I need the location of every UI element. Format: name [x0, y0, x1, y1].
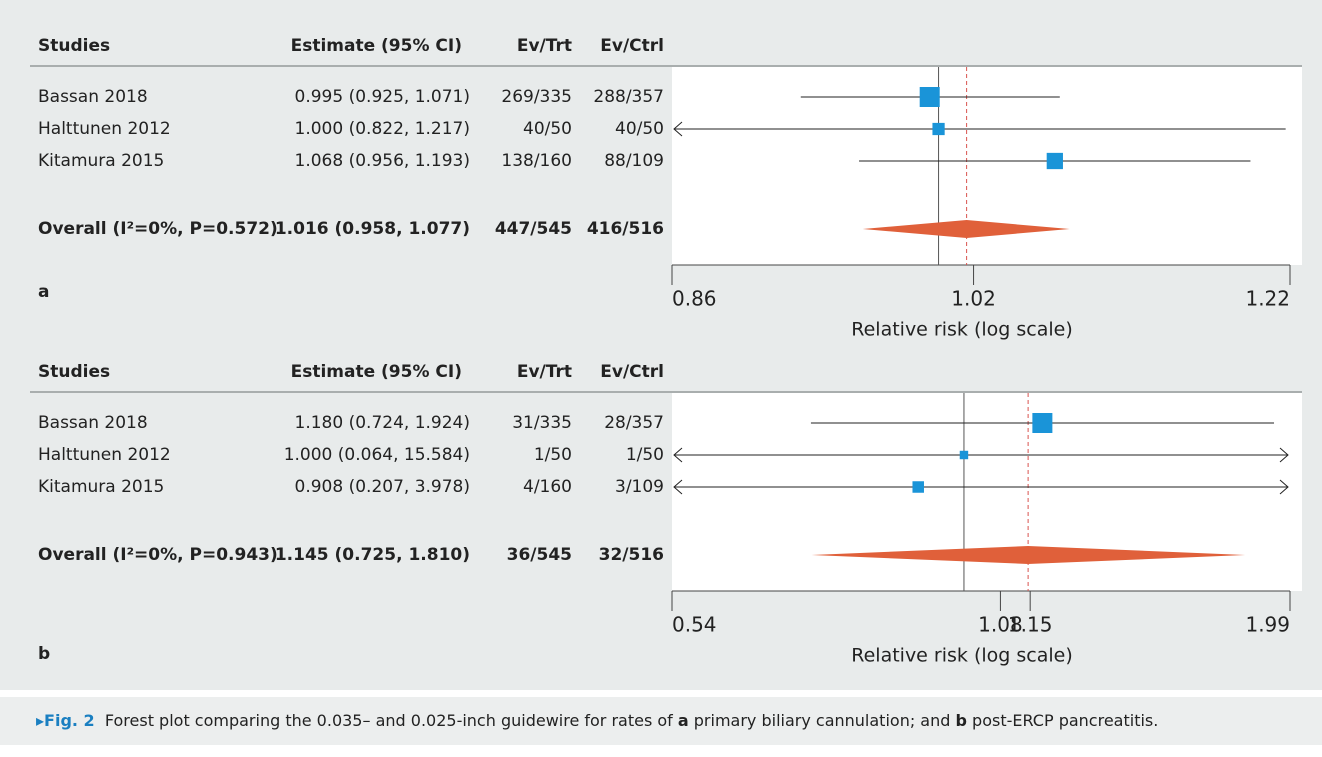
estimate-marker [1032, 413, 1053, 433]
column-header: Studies [38, 362, 110, 382]
caption-text: Fig. 2 [44, 711, 95, 730]
estimate-ci: 0.908 (0.207, 3.978) [295, 477, 470, 497]
figure: Studies Estimate (95% CI) Ev/Trt Ev/Ctrl a 0.… [0, 0, 1322, 690]
x-tick-label: 1.15 [1008, 613, 1053, 637]
ci-arrow [673, 121, 683, 137]
estimate-ci: 1.000 (0.822, 1.217) [295, 119, 470, 139]
x-tick-label: 1.08 [978, 613, 1023, 637]
study-name: Halttunen 2012 [38, 445, 171, 465]
events-control: 40/50 [615, 119, 664, 139]
overall-events-treatment: 447/545 [495, 219, 572, 239]
estimate-ci: 1.180 (0.724, 1.924) [295, 413, 470, 433]
column-header: Ev/Ctrl [600, 362, 664, 382]
study-name: Kitamura 2015 [38, 151, 164, 171]
caption-text: Forest plot comparing the 0.035– and 0.0… [94, 711, 678, 730]
ci-arrow [673, 447, 683, 463]
caption-text: b [955, 711, 967, 730]
estimate-marker [919, 87, 940, 107]
caption-text: a [677, 711, 689, 730]
events-treatment: 138/160 [501, 151, 572, 171]
x-tick-label: 1.99 [1245, 613, 1290, 637]
events-treatment: 31/335 [512, 413, 572, 433]
column-header: Estimate (95% CI) [291, 36, 462, 56]
overall-label: Overall (I²=0%, P=0.943) [38, 545, 278, 565]
overall-events-treatment: 36/545 [507, 545, 572, 565]
x-tick-label: 0.54 [672, 613, 717, 637]
column-header: Ev/Trt [517, 36, 572, 56]
overall-estimate: 1.016 (0.958, 1.077) [275, 219, 470, 239]
study-name: Bassan 2018 [38, 413, 148, 433]
ci-arrow [1279, 479, 1289, 495]
column-header: Estimate (95% CI) [291, 362, 462, 382]
study-name: Kitamura 2015 [38, 477, 164, 497]
events-control: 28/357 [604, 413, 664, 433]
overall-estimate: 1.145 (0.725, 1.810) [275, 545, 470, 565]
study-name: Bassan 2018 [38, 87, 148, 107]
x-axis-label: Relative risk (log scale) [851, 319, 1072, 341]
estimate-marker [912, 481, 924, 493]
events-control: 288/357 [593, 87, 664, 107]
estimate-ci: 1.068 (0.956, 1.193) [295, 151, 470, 171]
estimate-ci: 0.995 (0.925, 1.071) [295, 87, 470, 107]
estimate-marker [959, 450, 969, 460]
ci-arrow [673, 479, 683, 495]
panel-label: b [38, 644, 50, 664]
estimate-marker [1046, 152, 1063, 170]
events-control: 88/109 [604, 151, 664, 171]
ci-arrow [1279, 447, 1289, 463]
caption-text: post-ERCP pancreatitis. [966, 711, 1159, 730]
column-header: Ev/Trt [517, 362, 572, 382]
study-name: Halttunen 2012 [38, 119, 171, 139]
overall-label: Overall (I²=0%, P=0.572) [38, 219, 278, 239]
estimate-ci: 1.000 (0.064, 15.584) [284, 445, 470, 465]
x-axis-label: Relative risk (log scale) [851, 645, 1072, 667]
panel-label: a [38, 282, 49, 302]
column-header: Studies [38, 36, 110, 56]
x-tick-label: 0.86 [672, 287, 717, 311]
overall-events-control: 416/516 [587, 219, 664, 239]
column-header: Ev/Ctrl [600, 36, 664, 56]
events-control: 3/109 [615, 477, 664, 497]
x-tick-label: 1.22 [1245, 287, 1290, 311]
overall-events-control: 32/516 [599, 545, 664, 565]
estimate-marker [932, 122, 945, 136]
events-treatment: 40/50 [523, 119, 572, 139]
overall-diamond [862, 220, 1070, 238]
events-treatment: 1/50 [534, 445, 572, 465]
caption-marker: ▸ [36, 711, 45, 730]
events-treatment: 269/335 [501, 87, 572, 107]
caption-text: primary biliary cannulation; and [688, 711, 956, 730]
caption: ▸Fig. 2 Forest plot comparing the 0.035–… [0, 697, 1322, 745]
x-tick-label: 1.02 [951, 287, 996, 311]
events-control: 1/50 [626, 445, 664, 465]
overall-diamond [811, 546, 1246, 564]
events-treatment: 4/160 [523, 477, 572, 497]
